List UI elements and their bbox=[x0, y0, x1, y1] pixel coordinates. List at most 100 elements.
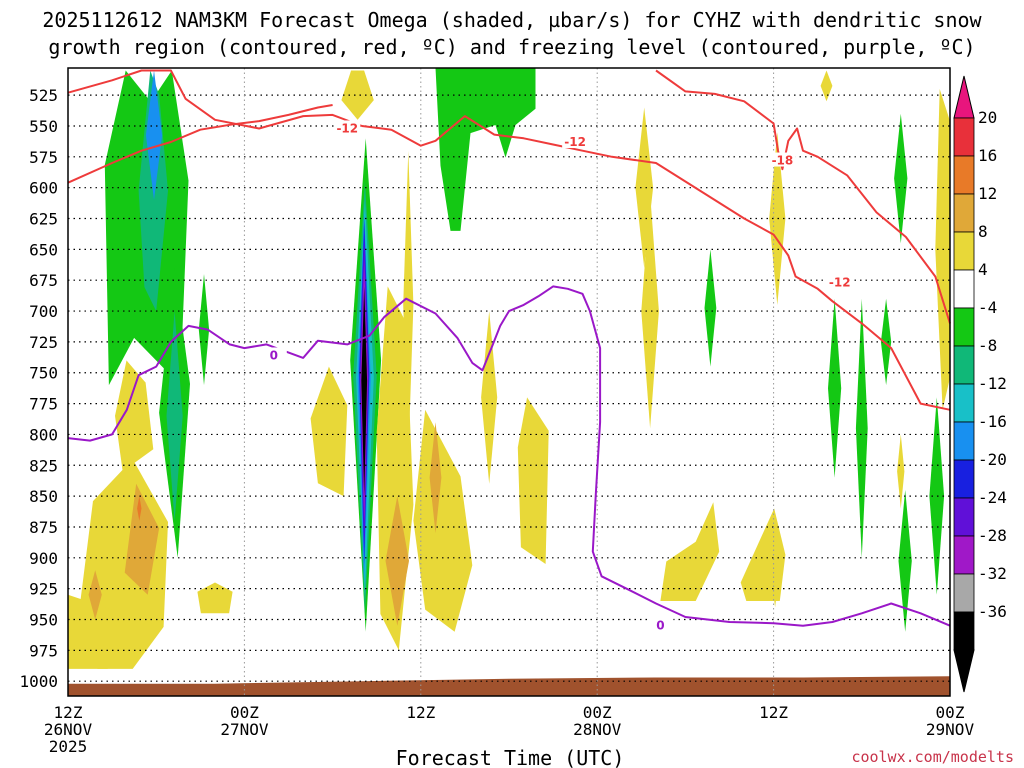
omega-region-4 bbox=[115, 360, 154, 472]
omega-region-4 bbox=[403, 150, 414, 460]
omega-region-4 bbox=[740, 508, 786, 601]
terrain-fill bbox=[68, 676, 950, 696]
x-tick-label: 28NOV bbox=[573, 720, 622, 739]
colorbar-swatch bbox=[953, 611, 975, 651]
colorbar-swatch bbox=[953, 269, 975, 309]
omega-regions bbox=[68, 68, 950, 669]
colorbar-label: -28 bbox=[978, 526, 1007, 545]
x-tick-label: 29NOV bbox=[926, 720, 975, 739]
terrain-band bbox=[68, 676, 950, 696]
y-tick-label: 600 bbox=[29, 179, 58, 198]
colorbar-label: -36 bbox=[978, 602, 1007, 621]
credit-text: coolwx.com/modelts bbox=[851, 748, 1014, 766]
grid-lines bbox=[67, 68, 951, 696]
colorbar-label: -4 bbox=[978, 298, 997, 317]
y-tick-label: 650 bbox=[29, 240, 58, 259]
y-tick-label: 925 bbox=[29, 580, 58, 599]
y-tick-label: 675 bbox=[29, 271, 58, 290]
dgz-contour-line bbox=[67, 104, 333, 184]
y-tick-label: 775 bbox=[29, 395, 58, 414]
colorbar-top-triangle bbox=[953, 75, 975, 119]
omega-region-4 bbox=[517, 397, 549, 564]
omega-region-neg16 bbox=[145, 70, 163, 200]
colorbar-swatch bbox=[953, 307, 975, 347]
colorbar-swatch bbox=[953, 345, 975, 385]
x-tick-label: 12Z bbox=[759, 703, 788, 722]
freezing-level-line bbox=[67, 285, 951, 627]
dgz-contour-label-bg bbox=[562, 134, 589, 149]
colorbar-label: 8 bbox=[978, 222, 988, 241]
colorbar-swatch bbox=[953, 155, 975, 195]
colorbar-label: 12 bbox=[978, 184, 997, 203]
y-tick-label: 950 bbox=[29, 611, 58, 630]
freezing-level-label-bg bbox=[260, 347, 287, 362]
dgz-contour-line bbox=[655, 69, 951, 324]
colorbar-swatch bbox=[953, 117, 975, 157]
colorbar-swatch bbox=[953, 383, 975, 423]
colorbar-label: -32 bbox=[978, 564, 1007, 583]
y-tick-label: 700 bbox=[29, 302, 58, 321]
colorbar-swatch bbox=[953, 231, 975, 271]
freezing-level-label: 0 bbox=[656, 619, 664, 633]
x-axis-label: Forecast Time (UTC) bbox=[396, 746, 625, 768]
omega-region-4 bbox=[310, 366, 348, 497]
omega-region-4 bbox=[197, 582, 233, 614]
omega-colorbar: 20 16 12 8 4 -4 -8 -12 -16 -20 -24 -28 -32 -36 bbox=[953, 75, 1007, 693]
omega-region-4 bbox=[770, 539, 780, 608]
dgz-contour-label-bg bbox=[334, 120, 361, 135]
dgz-contour-label: -12 bbox=[829, 276, 851, 290]
omega-region-4 bbox=[897, 434, 905, 509]
dgz-contour-label: -12 bbox=[336, 121, 358, 135]
omega-region-neg8 bbox=[929, 397, 945, 595]
omega-region-4 bbox=[635, 107, 654, 268]
dgz-contour-label-bg bbox=[826, 274, 853, 289]
omega-region-8 bbox=[88, 570, 102, 620]
colorbar-label: -20 bbox=[978, 450, 1007, 469]
omega-region-neg8 bbox=[855, 298, 868, 558]
colorbar-bottom-triangle bbox=[953, 649, 975, 693]
y-tick-label: 750 bbox=[29, 364, 58, 383]
colorbar-label: -16 bbox=[978, 412, 1007, 431]
y-tick-label: 550 bbox=[29, 117, 58, 136]
omega-region-4 bbox=[481, 311, 498, 484]
colorbar-swatch bbox=[953, 459, 975, 499]
omega-region-neg8 bbox=[898, 490, 912, 632]
colorbar-label: -12 bbox=[978, 374, 1007, 393]
x-tick-label: 27NOV bbox=[220, 720, 269, 739]
x-tick-label: 2025 bbox=[49, 737, 88, 756]
dgz-contour-label: -12 bbox=[564, 135, 586, 149]
colorbar-swatch bbox=[953, 497, 975, 537]
omega-region-neg8 bbox=[704, 249, 717, 367]
x-tick-label: 26NOV bbox=[44, 720, 93, 739]
omega-region-4 bbox=[341, 70, 374, 120]
omega-region-4 bbox=[820, 70, 833, 102]
colorbar-label: 16 bbox=[978, 146, 997, 165]
freezing-level-label: 0 bbox=[270, 348, 278, 362]
chart-title-line-2: growth region (contoured, red, ºC) and f… bbox=[48, 35, 975, 59]
colorbar-swatch bbox=[953, 421, 975, 461]
x-tick-label: 00Z bbox=[583, 703, 612, 722]
colorbar-swatch bbox=[953, 573, 975, 613]
y-tick-label: 875 bbox=[29, 518, 58, 537]
dgz-contour-label-bg bbox=[769, 152, 796, 167]
omega-region-neg8 bbox=[828, 298, 842, 478]
omega-region-4 bbox=[413, 409, 473, 632]
x-tick-label: 12Z bbox=[406, 703, 435, 722]
omega-region-neg8 bbox=[435, 68, 536, 231]
plot-area: -12 -12 -12 -18 0 0 bbox=[67, 67, 951, 697]
y-tick-label: 975 bbox=[29, 641, 58, 660]
freezing-level-label-bg bbox=[647, 617, 674, 632]
y-tick-label: 525 bbox=[29, 86, 58, 105]
y-tick-label: 825 bbox=[29, 456, 58, 475]
colorbar-label: -24 bbox=[978, 488, 1007, 507]
omega-region-8 bbox=[429, 422, 442, 534]
omega-region-4 bbox=[769, 132, 786, 305]
y-tick-label: 1000 bbox=[19, 672, 58, 691]
dgz-contour-line bbox=[67, 69, 951, 411]
temperature-contours: -12 -12 -12 -18 0 0 bbox=[67, 69, 951, 633]
x-tick-label: 12Z bbox=[54, 703, 83, 722]
y-tick-label: 725 bbox=[29, 333, 58, 352]
omega-region-neg12 bbox=[166, 311, 183, 521]
